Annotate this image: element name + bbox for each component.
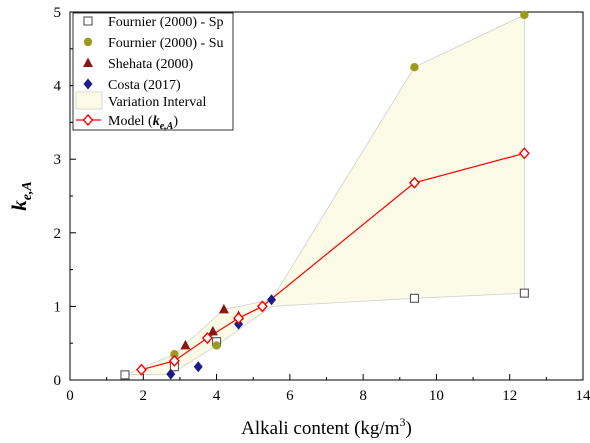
legend-symbol-variation-interval [75,91,103,110]
model-point [518,147,530,160]
points-layer [120,10,530,380]
point-shehata-2000 [207,325,218,336]
point-shehata-2000 [218,303,229,314]
point-fournier-2000-su [170,350,179,359]
point-costa-2017 [267,294,277,306]
y-tick-label: 0 [54,373,62,389]
legend-symbol-model [82,113,94,127]
legend-label: Fournier (2000) - Su [108,36,224,51]
y-axis-title: ke,A [7,181,35,211]
x-tick-label: 8 [359,388,367,404]
point-fournier-2000-su [410,62,419,72]
legend-symbol [83,78,93,90]
y-tick-label: 2 [54,226,62,242]
model-point [136,363,147,376]
point-shehata-2000 [180,339,191,350]
point-fournier-2000-sp [120,370,130,380]
y-tick-label: 3 [54,152,62,168]
legend-label: Fournier (2000) - Sp [108,15,224,30]
model-point [409,176,420,189]
x-tick-label: 12 [502,388,517,404]
model-point [168,354,180,367]
legend-symbol [83,57,93,67]
y-tick-label: 4 [54,79,62,95]
legend-label: Model (ke,A) [108,114,178,132]
legend-symbol [83,16,93,26]
point-fournier-2000-su [212,341,221,350]
x-tick-label: 10 [429,388,444,404]
point-fournier-2000-sp [519,288,529,298]
legend-label: Costa (2017) [108,78,181,93]
point-costa-2017 [193,361,203,373]
axis-titles: Alkali content (kg/m3) ke,A [7,181,412,439]
legend-label: Variation Interval [108,95,206,110]
legend-symbol [83,37,93,47]
y-tick-label: 5 [54,5,62,21]
point-costa-2017 [166,368,176,380]
model-point [233,312,244,325]
model-point [256,300,268,313]
legend-label: Shehata (2000) [108,57,193,72]
x-tick-label: 0 [66,388,74,404]
point-fournier-2000-sp [409,293,419,303]
x-tick-label: 14 [576,388,590,404]
model-point [201,332,213,345]
point-fournier-2000-su [520,10,529,20]
x-tick-label: 6 [286,388,294,404]
y-tick-label: 1 [54,299,62,315]
legend: Fournier (2000) - Sp Fournier (2000) - Su… [72,12,234,132]
x-axis-title: Alkali content (kg/m3) [241,415,412,439]
x-tick-label: 2 [140,388,148,404]
x-tick-label: 4 [213,388,221,404]
legend-box [72,12,234,131]
